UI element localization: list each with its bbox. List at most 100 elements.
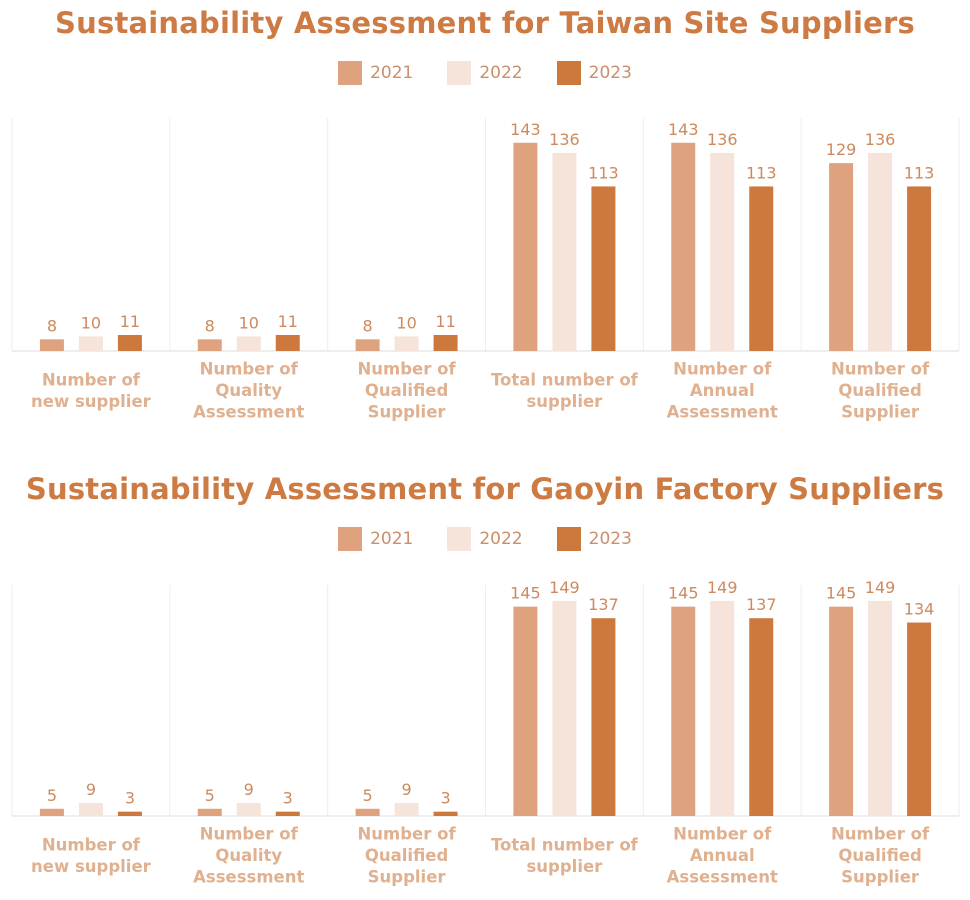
- category-label-line: Assessment: [667, 868, 778, 887]
- category-label-line: Supplier: [368, 403, 447, 422]
- legend-label: 2021: [370, 529, 414, 549]
- bar-2021: [513, 142, 538, 351]
- data-label: 145: [826, 584, 857, 603]
- bar-2021: [829, 606, 854, 816]
- bar-2022: [710, 600, 735, 816]
- data-label: 9: [401, 780, 411, 799]
- category-label: Number of Qualified Supplier: [831, 360, 930, 422]
- data-label: 8: [362, 316, 372, 335]
- category-label-line: Assessment: [667, 403, 778, 422]
- category-label-line: Number of: [358, 825, 457, 844]
- bar-2022: [552, 600, 577, 816]
- bar-2021: [671, 606, 696, 816]
- bar-2021: [197, 339, 222, 351]
- data-label: 113: [904, 163, 935, 182]
- legend-label: 2023: [588, 63, 632, 83]
- data-label: 136: [549, 130, 580, 149]
- bar-2021: [513, 606, 538, 816]
- data-label: 9: [86, 780, 96, 799]
- data-label: 137: [746, 595, 777, 614]
- legend-item-2023: 2023: [556, 527, 632, 551]
- bar-2023: [117, 811, 142, 816]
- legend-item-2021: 2021: [338, 527, 413, 551]
- category-label-line: Number of: [42, 835, 141, 854]
- category-label-line: Total number of: [491, 370, 639, 389]
- category-label-line: supplier: [526, 857, 603, 876]
- data-label: 143: [510, 120, 541, 139]
- category-label: Number of Quality Assessment: [193, 360, 304, 422]
- data-label: 136: [865, 130, 896, 149]
- legend-item-2022: 2022: [447, 61, 523, 85]
- data-label: 8: [47, 316, 57, 335]
- category-label-line: Quality: [215, 381, 282, 400]
- bar-2023: [275, 811, 300, 816]
- category-label: Number of Qualified Supplier: [358, 825, 457, 887]
- bar-2023: [433, 334, 458, 351]
- category-label-line: Number of: [673, 360, 772, 379]
- bar-2023: [907, 622, 932, 816]
- legend-label: 2021: [370, 63, 414, 83]
- bar-2022: [394, 336, 419, 351]
- bar-2021: [355, 339, 380, 351]
- bar-2022: [236, 803, 261, 816]
- data-label: 5: [362, 786, 372, 805]
- category-label-line: Number of: [358, 360, 457, 379]
- chart-title: Sustainability Assessment for Taiwan Sit…: [55, 6, 915, 40]
- category-label: Total number of supplier: [491, 370, 639, 411]
- data-label: 137: [588, 595, 619, 614]
- data-label: 5: [47, 786, 57, 805]
- data-label: 11: [435, 312, 455, 331]
- bar-2022: [78, 336, 103, 351]
- bar-2023: [433, 811, 458, 816]
- category-label-line: Assessment: [193, 403, 304, 422]
- bar-2021: [197, 808, 222, 816]
- legend-swatch: [447, 527, 472, 551]
- data-label: 134: [904, 600, 935, 619]
- category-label-line: Qualified: [838, 846, 921, 865]
- category-label: Total number of supplier: [491, 835, 639, 876]
- category-label-line: Number of: [42, 370, 141, 389]
- category-label-line: Annual: [690, 846, 755, 865]
- data-label: 149: [549, 578, 580, 597]
- legend-swatch: [338, 61, 363, 85]
- chart-plot: 8 10 11 Number of new supplier 8 10 11 Number of…: [11, 118, 960, 422]
- data-label: 10: [81, 313, 101, 332]
- category-label-line: Annual: [690, 381, 755, 400]
- category-label-line: supplier: [526, 392, 603, 411]
- legend-item-2021: 2021: [338, 61, 413, 85]
- bar-2023: [117, 334, 142, 351]
- data-label: 113: [746, 163, 777, 182]
- bar-2023: [749, 618, 774, 816]
- bar-2022: [868, 152, 893, 351]
- data-label: 113: [588, 163, 619, 182]
- data-label: 145: [668, 584, 699, 603]
- legend-swatch: [338, 527, 363, 551]
- bar-2022: [710, 152, 735, 351]
- category-label-line: Qualified: [365, 381, 448, 400]
- bar-2022: [394, 803, 419, 816]
- legend-label: 2022: [479, 63, 523, 83]
- category-label-line: Supplier: [368, 868, 447, 887]
- data-label: 10: [239, 313, 259, 332]
- data-label: 136: [707, 130, 738, 149]
- category-label-line: Number of: [673, 825, 772, 844]
- category-label-line: Number of: [200, 825, 299, 844]
- data-label: 143: [668, 120, 699, 139]
- data-label: 129: [826, 140, 857, 159]
- category-label: Number of Annual Assessment: [667, 360, 778, 422]
- category-label-line: new supplier: [31, 392, 152, 411]
- legend-item-2023: 2023: [556, 61, 632, 85]
- data-label: 3: [125, 789, 135, 808]
- category-label: Number of Annual Assessment: [667, 825, 778, 887]
- bar-2023: [591, 618, 616, 816]
- data-label: 10: [396, 313, 416, 332]
- data-label: 145: [510, 584, 541, 603]
- bar-2023: [591, 186, 616, 351]
- bar-2022: [868, 600, 893, 816]
- data-label: 149: [865, 578, 896, 597]
- bar-2022: [236, 336, 261, 351]
- bar-2023: [907, 186, 932, 351]
- legend: 2021 2022 2023: [0, 527, 970, 551]
- legend-label: 2023: [588, 529, 632, 549]
